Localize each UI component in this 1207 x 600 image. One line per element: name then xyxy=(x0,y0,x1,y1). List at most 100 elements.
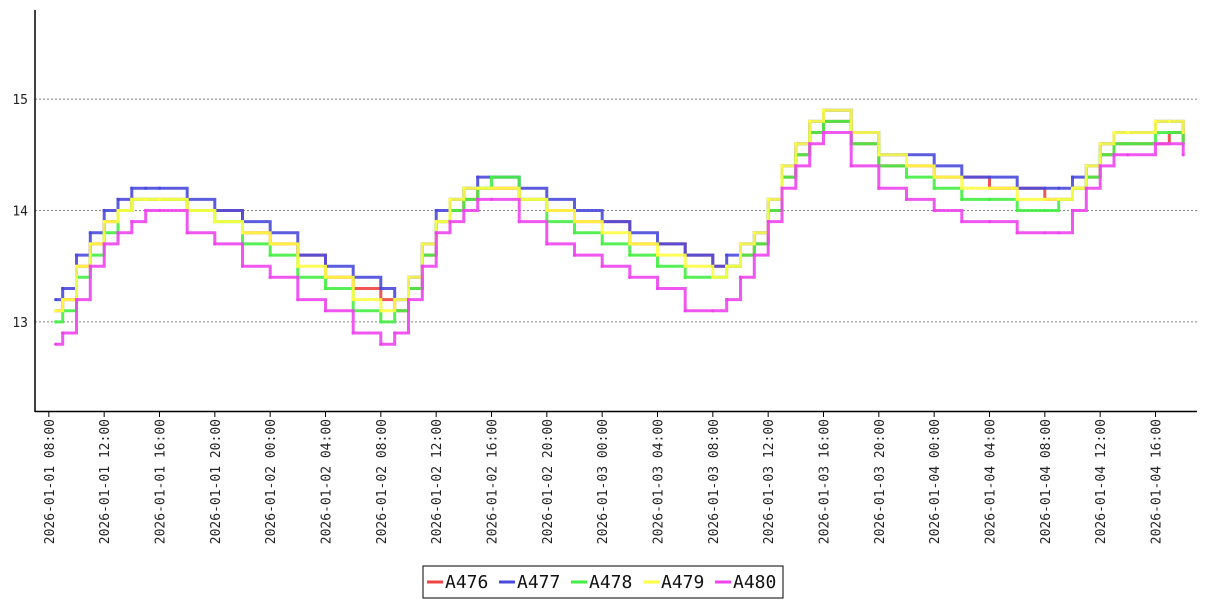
data-point-a479 xyxy=(116,208,120,213)
data-point-a479 xyxy=(794,142,798,146)
data-point-a480 xyxy=(61,331,65,335)
data-point-a480 xyxy=(821,130,826,135)
data-point-a479 xyxy=(296,264,300,268)
data-point-a479 xyxy=(268,242,272,246)
x-tick-label: 2026-01-04 08:00 xyxy=(1039,419,1054,544)
x-tick-label: 2026-01-03 00:00 xyxy=(596,419,611,544)
data-point-a480 xyxy=(268,275,272,279)
legend: A476 A477 A478 A479 A480 xyxy=(422,565,784,599)
data-point-a480 xyxy=(1084,186,1088,190)
data-point-a480 xyxy=(628,275,632,279)
data-point-a480 xyxy=(462,208,466,213)
data-point-a480 xyxy=(489,197,494,201)
data-point-a480 xyxy=(1015,231,1019,235)
data-point-a479 xyxy=(213,220,217,224)
data-point-a480 xyxy=(448,220,452,224)
legend-label-a479: A479 xyxy=(661,572,704,593)
data-point-a479 xyxy=(711,275,715,279)
data-point-a480 xyxy=(116,231,120,235)
data-point-a480 xyxy=(379,342,383,346)
data-point-a480 xyxy=(849,164,853,168)
data-point-a480 xyxy=(393,331,397,335)
data-point-a477 xyxy=(61,286,65,291)
data-point-a480 xyxy=(1098,164,1102,168)
data-point-a480 xyxy=(1112,153,1116,157)
data-point-a478 xyxy=(628,253,632,257)
data-point-a479 xyxy=(74,264,79,268)
data-point-a480 xyxy=(1181,153,1185,157)
data-point-a480 xyxy=(1167,142,1171,146)
data-point-a479 xyxy=(932,175,936,179)
data-point-a480 xyxy=(213,242,217,246)
data-point-a477 xyxy=(74,253,79,257)
data-point-a478 xyxy=(489,175,494,179)
data-point-a480 xyxy=(904,197,909,201)
data-point-a479 xyxy=(1167,119,1171,123)
data-point-a479 xyxy=(1070,186,1075,190)
data-point-a477 xyxy=(130,186,134,190)
data-point-a479 xyxy=(130,197,134,201)
data-point-a480 xyxy=(323,309,328,313)
data-point-a479 xyxy=(821,108,826,112)
data-point-a479 xyxy=(476,186,480,190)
data-point-a479 xyxy=(54,309,58,313)
data-point-a479 xyxy=(752,231,756,235)
data-point-a479 xyxy=(323,275,328,279)
legend-label-a480: A480 xyxy=(733,572,776,593)
x-tick-label: 2026-01-01 12:00 xyxy=(98,419,113,544)
data-point-a479 xyxy=(987,186,992,190)
data-point-a477 xyxy=(116,197,120,201)
legend-label-a478: A478 xyxy=(589,572,632,593)
data-point-a480 xyxy=(185,231,189,235)
data-point-a480 xyxy=(725,298,729,302)
data-point-a480 xyxy=(932,208,936,213)
data-point-a477 xyxy=(1057,186,1061,190)
data-point-a480 xyxy=(780,186,784,190)
x-tick-label: 2026-01-03 12:00 xyxy=(762,419,777,544)
data-point-a480 xyxy=(240,264,245,268)
data-point-a477 xyxy=(987,175,992,179)
data-point-a478 xyxy=(379,320,383,324)
x-tick-label: 2026-01-02 08:00 xyxy=(375,419,390,544)
data-point-a478 xyxy=(1043,208,1047,213)
y-tick-label: 14 xyxy=(12,205,28,220)
data-point-a478 xyxy=(1167,130,1171,135)
data-point-a479 xyxy=(406,275,411,279)
data-point-a477 xyxy=(88,231,92,235)
x-tick-label: 2026-01-01 08:00 xyxy=(43,419,58,544)
series-line-a477 xyxy=(55,108,1185,302)
data-point-a477 xyxy=(434,208,438,213)
data-point-a477 xyxy=(102,208,106,213)
data-point-a479 xyxy=(88,242,92,246)
x-tick-label: 2026-01-04 16:00 xyxy=(1150,419,1165,544)
data-point-a477 xyxy=(379,286,383,291)
series-line-a479 xyxy=(55,108,1185,313)
y-tick-label: 15 xyxy=(12,93,28,108)
data-point-a479 xyxy=(960,186,964,190)
data-point-a478 xyxy=(683,275,687,279)
data-point-a477 xyxy=(54,298,58,302)
data-point-a478 xyxy=(600,242,604,246)
data-point-a479 xyxy=(904,164,909,168)
data-point-a480 xyxy=(351,331,355,335)
series-layer xyxy=(54,108,1185,346)
data-point-a477 xyxy=(157,186,162,190)
data-point-a479 xyxy=(600,231,604,235)
data-point-a479 xyxy=(434,220,438,224)
data-point-a479 xyxy=(683,264,687,268)
data-point-a480 xyxy=(406,298,411,302)
data-point-a480 xyxy=(476,197,480,201)
data-point-a480 xyxy=(296,298,300,302)
data-point-a477 xyxy=(476,175,480,179)
x-tick-labels: 2026-01-01 08:00 2026-01-01 12:00 2026-01-… xyxy=(43,411,1165,544)
data-point-a479 xyxy=(420,242,424,246)
data-point-a480 xyxy=(960,220,964,224)
data-point-a480 xyxy=(545,242,549,246)
data-point-a479 xyxy=(393,298,397,302)
data-point-a480 xyxy=(877,186,881,190)
data-point-a480 xyxy=(102,242,106,246)
data-point-a479 xyxy=(1153,119,1158,123)
legend-label-a477: A477 xyxy=(517,572,560,593)
y-tick-labels: 13 14 15 xyxy=(12,93,28,331)
data-point-a479 xyxy=(1084,164,1088,168)
